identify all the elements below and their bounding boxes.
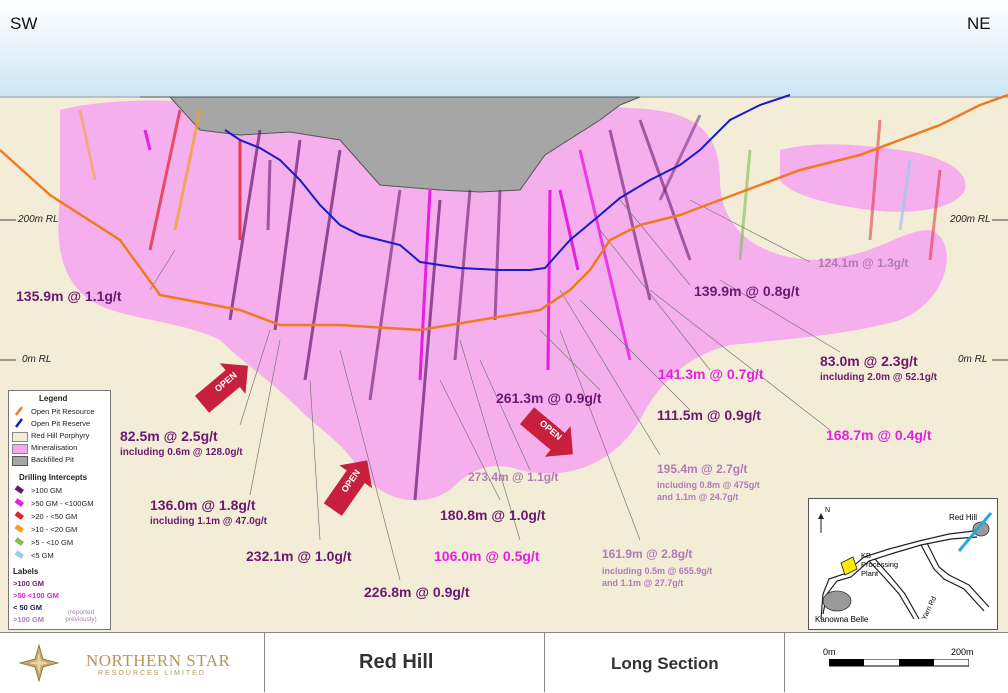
location-inset-map: N Red Hill KB Processing Plant Kanowna B… bbox=[808, 498, 998, 630]
ne-direction-label: NE bbox=[967, 14, 991, 33]
intercept-sub-label: including 0.5m @ 655.9g/t bbox=[602, 566, 713, 576]
rl-label: 200m RL bbox=[18, 214, 59, 225]
intercept-label: 82.5m @ 2.5g/t bbox=[120, 428, 218, 444]
rl-label: 0m RL bbox=[22, 354, 52, 365]
inset-kb-plant-label: KB Processing Plant bbox=[861, 551, 899, 578]
intercept-label: 161.9m @ 2.8g/t bbox=[602, 547, 693, 561]
gm10-swatch-icon bbox=[14, 524, 24, 533]
intercept-sub-label: including 2.0m @ 52.1g/t bbox=[820, 372, 937, 383]
scale-end-label: 200m bbox=[951, 647, 974, 657]
red-hill-pit-icon bbox=[972, 521, 990, 537]
resource-swatch-icon bbox=[15, 406, 23, 416]
intercept-sub-label: and 1.1m @ 27.7g/t bbox=[602, 578, 684, 588]
mineralisation-zone-east bbox=[780, 144, 966, 212]
legend-item: Backfilled Pit bbox=[31, 455, 74, 464]
legend-title: Legend bbox=[39, 394, 68, 403]
section-canvas bbox=[0, 0, 1008, 632]
rl-label: 200m RL bbox=[950, 214, 991, 225]
inset-map-canvas bbox=[818, 512, 993, 620]
title-box: Red Hill bbox=[264, 633, 545, 692]
intercept-label: 195.4m @ 2.7g/t bbox=[657, 462, 748, 476]
kanowna-pit-icon bbox=[822, 590, 852, 612]
legend-item: Open Pit Reserve bbox=[31, 419, 91, 428]
intercept-label: 106.0m @ 0.5g/t bbox=[434, 548, 540, 564]
sw-direction-label: SW bbox=[10, 14, 38, 33]
company-name: NORTHERN STAR bbox=[86, 651, 231, 670]
gm5-swatch-icon bbox=[14, 537, 24, 546]
scale-bar-icon bbox=[829, 659, 969, 667]
intercept-sub-label: including 0.6m @ 128.0g/t bbox=[120, 447, 243, 458]
open-pit-resource-line bbox=[0, 93, 1008, 332]
legend-item: Red Hill Porphyry bbox=[31, 431, 90, 440]
open-arrow bbox=[194, 363, 248, 413]
inset-north-label: N bbox=[825, 507, 831, 514]
legend-labels-title: Labels bbox=[13, 567, 39, 576]
legend-intercepts-title: Drilling Intercepts bbox=[19, 473, 88, 482]
intercept-label: 232.1m @ 1.0g/t bbox=[246, 548, 352, 564]
intercept-label: 180.8m @ 1.0g/t bbox=[440, 507, 546, 523]
open-pit-reserve-line bbox=[224, 94, 791, 271]
legend-item: >10 - <20 GM bbox=[31, 525, 78, 534]
section-type: Long Section bbox=[611, 654, 719, 673]
legend-item: Open Pit Resource bbox=[31, 407, 95, 416]
legend-item: >50 GM - <100GM bbox=[31, 499, 94, 508]
rl-label: 0m RL bbox=[958, 354, 988, 365]
northern-star-logo-icon bbox=[18, 643, 60, 683]
intercept-label: 141.3m @ 0.7g/t bbox=[658, 366, 764, 382]
intercept-label: 139.9m @ 0.8g/t bbox=[694, 283, 800, 299]
legend-label-class: >100 GM bbox=[13, 615, 45, 624]
intercept-label: 83.0m @ 2.3g/t bbox=[820, 353, 918, 369]
intercept-label: 273.4m @ 1.1g/t bbox=[468, 470, 559, 484]
section-line-icon bbox=[957, 512, 993, 552]
backfilled-pit bbox=[140, 96, 641, 193]
legend-item: Mineralisation bbox=[31, 443, 78, 452]
intercept-sub-label: and 1.1m @ 24.7g/t bbox=[657, 492, 739, 502]
reserve-swatch-icon bbox=[15, 418, 23, 428]
mineralisation-swatch bbox=[12, 444, 28, 454]
drill-traces bbox=[78, 109, 942, 501]
open-arrow bbox=[519, 407, 573, 457]
mineralisation-zone bbox=[58, 100, 947, 501]
kb-plant-icon bbox=[840, 556, 858, 576]
legend-item: >20 - <50 GM bbox=[31, 512, 78, 521]
company-subname: RESOURCES LIMITED bbox=[98, 670, 206, 677]
leader-lines bbox=[149, 199, 841, 581]
legend-item: <5 GM bbox=[31, 551, 54, 560]
intercept-label: 226.8m @ 0.9g/t bbox=[364, 584, 470, 600]
section-title: Red Hill bbox=[359, 651, 434, 673]
gm20-swatch-icon bbox=[14, 511, 24, 520]
inset-red-hill-label: Red Hill bbox=[949, 513, 978, 522]
footer: NORTHERN STAR RESOURCES LIMITED Red Hill… bbox=[0, 632, 1008, 693]
legend-label-class: >50 <100 GM bbox=[13, 591, 59, 600]
intercept-sub-label: including 1.1m @ 47.0g/t bbox=[150, 516, 267, 527]
intercept-label: 135.9m @ 1.1g/t bbox=[16, 288, 122, 304]
scale-start-label: 0m bbox=[823, 647, 836, 657]
legend-label-class: >100 GM bbox=[13, 579, 45, 588]
legend-reported-note: (reported previously) bbox=[65, 609, 97, 623]
intercept-label: 124.1m @ 1.3g/t bbox=[818, 256, 909, 270]
gm0-swatch-icon bbox=[14, 550, 24, 559]
sky bbox=[0, 0, 1008, 97]
porphyry-swatch bbox=[12, 432, 28, 442]
intercept-label: 111.5m @ 0.9g/t bbox=[657, 407, 761, 423]
gm50-swatch-icon bbox=[14, 498, 24, 507]
legend-item: >5 - <10 GM bbox=[31, 538, 74, 547]
inset-kanowna-label: Kanowna Belle bbox=[815, 615, 869, 624]
intercept-label: 168.7m @ 0.4g/t bbox=[826, 427, 932, 443]
pit-swatch bbox=[12, 456, 28, 466]
intercept-label: 136.0m @ 1.8g/t bbox=[150, 497, 256, 513]
scale-box: 0m 200m bbox=[784, 633, 1008, 692]
legend-label-class: < 50 GM bbox=[13, 603, 42, 612]
gm100-swatch-icon bbox=[14, 485, 24, 494]
intercept-label: 261.3m @ 0.9g/t bbox=[496, 390, 602, 406]
legend-item: >100 GM bbox=[31, 486, 63, 495]
section-box: Long Section bbox=[544, 633, 785, 692]
open-arrow bbox=[323, 460, 373, 516]
legend: Legend Open Pit Resource Open Pit Reserv… bbox=[8, 390, 111, 630]
intercept-sub-label: including 0.8m @ 475g/t bbox=[657, 480, 760, 490]
